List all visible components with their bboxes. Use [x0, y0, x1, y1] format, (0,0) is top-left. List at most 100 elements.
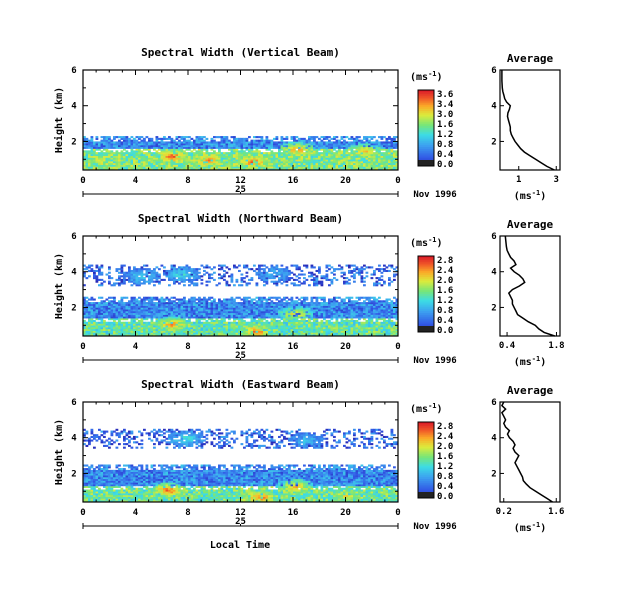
heatmap-cell [253, 152, 256, 155]
heatmap-cell [288, 316, 291, 319]
heatmap-cell [375, 164, 379, 167]
heatmap-cell [150, 143, 154, 146]
heatmap-cell [220, 139, 224, 142]
heatmap-cell [120, 327, 124, 330]
heatmap-cell [293, 323, 296, 326]
heatmap-cell [165, 166, 169, 169]
heatmap-cell [213, 302, 216, 305]
heatmap-cell [208, 166, 211, 169]
heatmap-cell [228, 328, 231, 331]
heatmap-cell [333, 309, 336, 312]
heatmap-cell [208, 298, 211, 301]
heatmap-cell [83, 307, 86, 310]
heatmap-cell [198, 316, 201, 319]
heatmap-cell [333, 164, 336, 167]
heatmap-cell [223, 141, 226, 144]
heatmap-cell [138, 137, 141, 140]
heatmap-cell [360, 166, 364, 169]
heatmap-cell [150, 298, 154, 301]
heatmap-cell [213, 321, 216, 324]
heatmap-cell [160, 312, 164, 315]
heatmap-cell [113, 323, 116, 326]
heatmap-cell [268, 296, 271, 299]
colorbar-swatch [418, 141, 434, 144]
heatmap-cell [93, 168, 96, 171]
heatmap-cell [218, 152, 221, 155]
heatmap-cell [135, 298, 139, 301]
heatmap-cell [293, 334, 296, 337]
heatmap-cell [138, 268, 141, 271]
heatmap-cell [108, 321, 111, 324]
heatmap-cell [305, 148, 309, 151]
heatmap-cell [283, 309, 286, 312]
heatmap-cell [170, 273, 174, 276]
heatmap-cell [200, 307, 204, 310]
heatmap-cell [210, 332, 214, 335]
heatmap-cell [305, 334, 309, 337]
heatmap-cell [248, 136, 251, 139]
heatmap-cell [230, 143, 234, 146]
heatmap-cell [103, 312, 106, 315]
heatmap-cell [298, 321, 301, 324]
heatmap-cell [265, 141, 269, 144]
heatmap-cell [330, 150, 334, 153]
heatmap-cell [110, 303, 114, 306]
colorbar-swatch [418, 135, 434, 138]
heatmap-cell [245, 298, 249, 301]
heatmap-cell [228, 143, 231, 146]
heatmap-cell [345, 150, 349, 153]
heatmap-cell [250, 325, 254, 328]
heatmap-cell [295, 332, 299, 335]
heatmap-cell [195, 136, 199, 139]
heatmap-cell [103, 136, 106, 139]
heatmap-cell [195, 314, 199, 317]
heatmap-cell [110, 323, 114, 326]
heatmap-cell [258, 143, 261, 146]
heatmap-cell [325, 266, 329, 269]
heatmap-cell [228, 146, 231, 149]
heatmap-cell [263, 327, 266, 330]
heatmap-cell [288, 318, 291, 321]
heatmap-cell [273, 141, 276, 144]
heatmap-cell [238, 139, 241, 142]
heatmap-cell [143, 161, 146, 164]
heatmap-cell [218, 141, 221, 144]
heatmap-cell [138, 311, 141, 314]
heatmap-cell [130, 166, 134, 169]
heatmap-cell [300, 307, 304, 310]
heatmap-cell [175, 303, 179, 306]
heatmap-cell [390, 168, 394, 171]
heatmap-cell [190, 271, 194, 274]
colorbar-swatch [418, 116, 434, 119]
heatmap-cell [133, 152, 136, 155]
heatmap-cell [123, 278, 126, 281]
heatmap-cell [140, 141, 144, 144]
heatmap-cell [320, 298, 324, 301]
heatmap-cell [268, 314, 271, 317]
heatmap-cell [275, 303, 279, 306]
heatmap-cell [140, 275, 144, 278]
heatmap-cell [330, 143, 334, 146]
heatmap-cell [180, 159, 184, 162]
heatmap-cell [250, 319, 254, 323]
heatmap-cell [113, 152, 116, 155]
heatmap-cell [265, 136, 269, 139]
heatmap-cell [133, 161, 136, 164]
heatmap-cell [295, 153, 299, 157]
colorbar-swatch [418, 145, 434, 148]
heatmap-cell [373, 136, 376, 139]
heatmap-cell [163, 153, 166, 157]
heatmap-cell [183, 166, 186, 169]
heatmap-cell [250, 162, 254, 165]
heatmap-cell [293, 311, 296, 314]
heatmap-cell [143, 137, 146, 140]
heatmap-cell [128, 305, 131, 308]
heatmap-cell [185, 275, 189, 278]
heatmap-cell [128, 330, 131, 333]
heatmap-cell [248, 309, 251, 312]
heatmap-cell [133, 312, 136, 315]
heatmap-cell [315, 327, 319, 330]
heatmap-cell [93, 298, 96, 301]
heatmap-cell [228, 303, 231, 306]
heatmap-cell [195, 143, 199, 146]
